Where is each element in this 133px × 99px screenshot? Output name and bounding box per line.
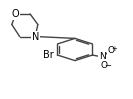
Text: N: N [32, 31, 39, 41]
Text: O: O [101, 61, 108, 70]
Text: Br: Br [43, 50, 54, 60]
Text: +: + [112, 46, 118, 52]
Text: O: O [12, 9, 20, 19]
Text: −: − [105, 62, 112, 71]
Text: O: O [107, 46, 114, 55]
Text: N: N [99, 52, 106, 61]
